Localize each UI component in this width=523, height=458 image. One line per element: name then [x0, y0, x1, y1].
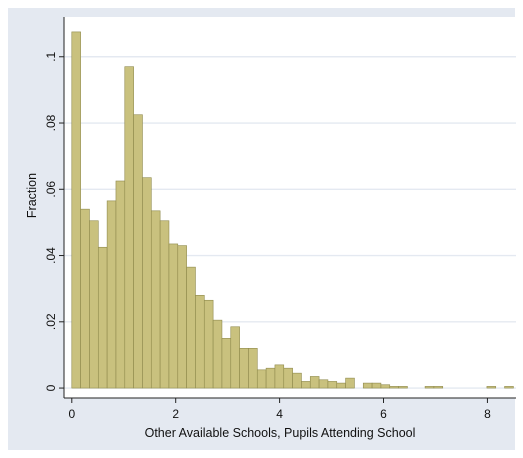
histogram-bar [265, 367, 276, 389]
histogram-bar [115, 180, 126, 389]
histogram-bar [168, 243, 179, 389]
histogram-bar [212, 319, 223, 389]
histogram-bar [203, 299, 214, 389]
histogram-bar [97, 246, 108, 389]
histogram-bar [195, 294, 205, 389]
histogram-bar [256, 369, 267, 389]
histogram-bar [133, 114, 143, 389]
histogram-bar [124, 66, 134, 389]
x-tick-label: 6 [380, 407, 387, 421]
histogram-bar [424, 386, 435, 389]
y-axis-title: Fraction [25, 173, 39, 218]
y-tick-label: 0 [44, 384, 58, 391]
histogram-bar [283, 367, 293, 389]
histogram-bar [71, 31, 81, 389]
histogram-bar [230, 326, 240, 389]
histogram-bar [345, 377, 355, 389]
y-tick-label: .08 [44, 114, 58, 131]
histogram-bar [221, 338, 232, 389]
histogram-bar [504, 386, 514, 389]
x-axis-title: Other Available Schools, Pupils Attendin… [145, 426, 416, 440]
x-tick-label: 8 [484, 407, 491, 421]
y-tick-label: .06 [44, 181, 58, 198]
histogram-bar [274, 364, 285, 389]
histogram-bar [150, 210, 161, 389]
histogram-bar [327, 381, 338, 389]
histogram-bar [318, 379, 329, 389]
histogram-bar [292, 372, 302, 389]
histogram-bar [398, 386, 408, 389]
x-tick-label: 0 [68, 407, 75, 421]
histogram-bar [89, 220, 99, 389]
histogram-bar [177, 245, 187, 389]
histogram-bar [389, 386, 399, 389]
histogram-bar [80, 208, 90, 389]
y-tick-label: .02 [44, 313, 58, 330]
histogram-bar [239, 348, 249, 389]
histogram-bar [380, 384, 391, 389]
y-tick-label: .04 [44, 247, 58, 264]
histogram-bar [186, 266, 196, 389]
histogram-bar [486, 386, 497, 389]
histogram-bar [301, 381, 311, 389]
histogram-bar [142, 177, 152, 389]
axis-ticks: 0 .02 .04 .06 .08 .1 0 2 4 6 8 [44, 51, 491, 421]
histogram-bar [248, 348, 258, 389]
histogram-bar [371, 382, 382, 389]
bars [71, 31, 514, 389]
histogram-bar [106, 200, 117, 389]
x-tick-label: 4 [276, 407, 283, 421]
y-tick-label: .1 [44, 51, 58, 61]
histogram-bar [336, 382, 346, 389]
histogram-bar [362, 382, 373, 389]
histogram-bar [159, 220, 170, 389]
histogram-bar [433, 386, 444, 389]
histogram-bar [309, 376, 320, 389]
x-tick-label: 2 [172, 407, 179, 421]
